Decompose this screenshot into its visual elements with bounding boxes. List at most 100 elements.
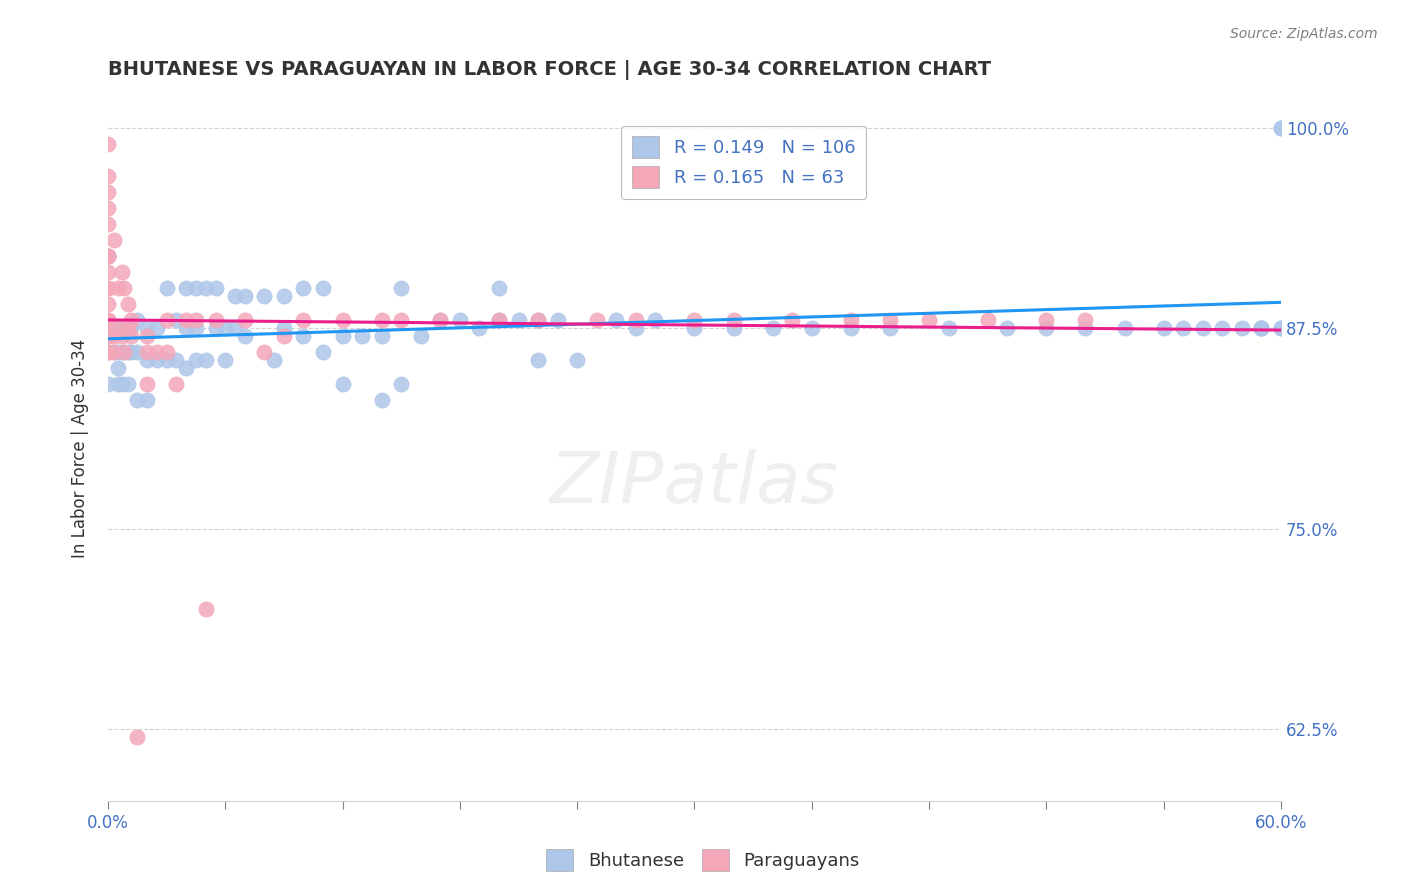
Point xyxy=(224,289,246,303)
Point xyxy=(292,281,315,295)
Point xyxy=(723,321,745,335)
Point xyxy=(527,353,550,368)
Point xyxy=(800,321,823,335)
Point xyxy=(174,321,197,335)
Point xyxy=(107,321,129,335)
Point xyxy=(174,313,197,327)
Point xyxy=(204,313,226,327)
Point xyxy=(107,345,129,359)
Point xyxy=(117,321,139,335)
Point xyxy=(97,249,120,263)
Point xyxy=(429,313,451,327)
Point xyxy=(224,321,246,335)
Point xyxy=(389,313,412,327)
Point xyxy=(1114,321,1136,335)
Point xyxy=(103,321,125,335)
Point xyxy=(839,321,862,335)
Point xyxy=(97,217,120,231)
Point xyxy=(136,393,159,408)
Point xyxy=(111,321,134,335)
Point xyxy=(97,169,120,183)
Point xyxy=(1173,321,1195,335)
Point xyxy=(429,313,451,327)
Point xyxy=(233,289,256,303)
Point xyxy=(103,345,125,359)
Point xyxy=(184,281,207,295)
Point xyxy=(111,377,134,392)
Point xyxy=(97,345,120,359)
Point xyxy=(111,345,134,359)
Point xyxy=(97,329,120,343)
Point xyxy=(97,281,120,295)
Point xyxy=(1250,321,1272,335)
Point xyxy=(165,377,187,392)
Point xyxy=(107,321,129,335)
Point xyxy=(107,321,129,335)
Point xyxy=(488,313,510,327)
Point xyxy=(127,730,149,744)
Point xyxy=(1270,321,1292,335)
Point xyxy=(938,321,960,335)
Point xyxy=(1074,321,1097,335)
Point xyxy=(184,321,207,335)
Point xyxy=(136,345,159,359)
Point xyxy=(389,281,412,295)
Point xyxy=(107,281,129,295)
Point xyxy=(624,313,647,327)
Point xyxy=(567,353,589,368)
Point xyxy=(103,345,125,359)
Point xyxy=(136,329,159,343)
Point xyxy=(97,249,120,263)
Point xyxy=(103,321,125,335)
Point xyxy=(156,313,179,327)
Point xyxy=(839,313,862,327)
Point xyxy=(1250,321,1272,335)
Point xyxy=(214,321,236,335)
Point xyxy=(644,313,666,327)
Point xyxy=(273,289,295,303)
Point xyxy=(184,313,207,327)
Point xyxy=(184,353,207,368)
Point xyxy=(165,313,187,327)
Text: ZIPatlas: ZIPatlas xyxy=(550,449,839,518)
Point xyxy=(97,249,120,263)
Legend: R = 0.149   N = 106, R = 0.165   N = 63: R = 0.149 N = 106, R = 0.165 N = 63 xyxy=(621,126,866,199)
Point xyxy=(107,361,129,376)
Point xyxy=(112,281,135,295)
Point xyxy=(117,297,139,311)
Point xyxy=(174,361,197,376)
Point xyxy=(127,345,149,359)
Point xyxy=(117,377,139,392)
Point xyxy=(146,321,169,335)
Point xyxy=(120,345,142,359)
Point xyxy=(409,329,432,343)
Point xyxy=(605,313,627,327)
Text: BHUTANESE VS PARAGUAYAN IN LABOR FORCE | AGE 30-34 CORRELATION CHART: BHUTANESE VS PARAGUAYAN IN LABOR FORCE |… xyxy=(108,60,991,79)
Point xyxy=(370,393,392,408)
Point xyxy=(97,377,120,392)
Point xyxy=(683,313,706,327)
Point xyxy=(97,265,120,279)
Point xyxy=(127,393,149,408)
Point xyxy=(547,313,569,327)
Point xyxy=(204,321,226,335)
Point xyxy=(1153,321,1175,335)
Point xyxy=(332,377,354,392)
Point xyxy=(136,353,159,368)
Point xyxy=(111,329,134,343)
Point xyxy=(97,321,120,335)
Point xyxy=(1191,321,1213,335)
Point xyxy=(146,345,169,359)
Point xyxy=(103,329,125,343)
Point xyxy=(780,313,803,327)
Point xyxy=(1270,321,1292,335)
Point xyxy=(233,313,256,327)
Point xyxy=(117,345,139,359)
Point xyxy=(1211,321,1233,335)
Point xyxy=(253,289,276,303)
Point xyxy=(97,345,120,359)
Point xyxy=(97,313,120,327)
Point xyxy=(468,321,491,335)
Point xyxy=(292,313,315,327)
Point xyxy=(107,321,129,335)
